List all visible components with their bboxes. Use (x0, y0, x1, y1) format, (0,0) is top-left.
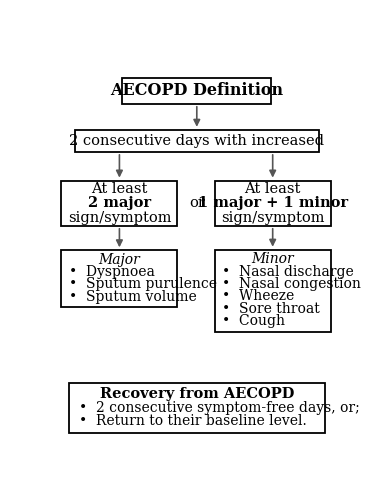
Text: sign/symptom: sign/symptom (68, 211, 171, 225)
Text: •  Dyspnoea: • Dyspnoea (69, 265, 155, 279)
Text: At least: At least (245, 182, 301, 196)
FancyBboxPatch shape (61, 250, 177, 307)
Text: At least: At least (91, 182, 147, 196)
FancyBboxPatch shape (69, 384, 325, 434)
Text: •  Return to their baseline level.: • Return to their baseline level. (79, 414, 307, 428)
Text: 2 consecutive days with increased: 2 consecutive days with increased (69, 134, 324, 148)
Text: •  Sputum purulence: • Sputum purulence (69, 278, 217, 291)
Text: •  2 consecutive symptom-free days, or;: • 2 consecutive symptom-free days, or; (79, 401, 360, 415)
Text: •  Cough: • Cough (222, 314, 285, 328)
Text: 1 major + 1 minor: 1 major + 1 minor (198, 196, 348, 210)
Text: sign/symptom: sign/symptom (221, 211, 324, 225)
FancyBboxPatch shape (122, 78, 271, 104)
Text: •  Sore throat: • Sore throat (222, 302, 320, 316)
Text: Recovery from AECOPD: Recovery from AECOPD (99, 387, 294, 401)
FancyBboxPatch shape (215, 180, 331, 226)
Text: or: or (189, 196, 205, 210)
FancyBboxPatch shape (61, 180, 177, 226)
Text: •  Sputum volume: • Sputum volume (69, 290, 197, 304)
Text: Major: Major (99, 253, 140, 267)
Text: •  Nasal congestion: • Nasal congestion (222, 277, 361, 291)
FancyBboxPatch shape (75, 130, 319, 152)
Text: AECOPD Definition: AECOPD Definition (110, 82, 283, 100)
Text: •  Nasal discharge: • Nasal discharge (222, 264, 354, 278)
Text: •  Wheeze: • Wheeze (222, 289, 295, 303)
Text: Minor: Minor (252, 252, 294, 266)
Text: 2 major: 2 major (88, 196, 151, 210)
FancyBboxPatch shape (215, 250, 331, 332)
